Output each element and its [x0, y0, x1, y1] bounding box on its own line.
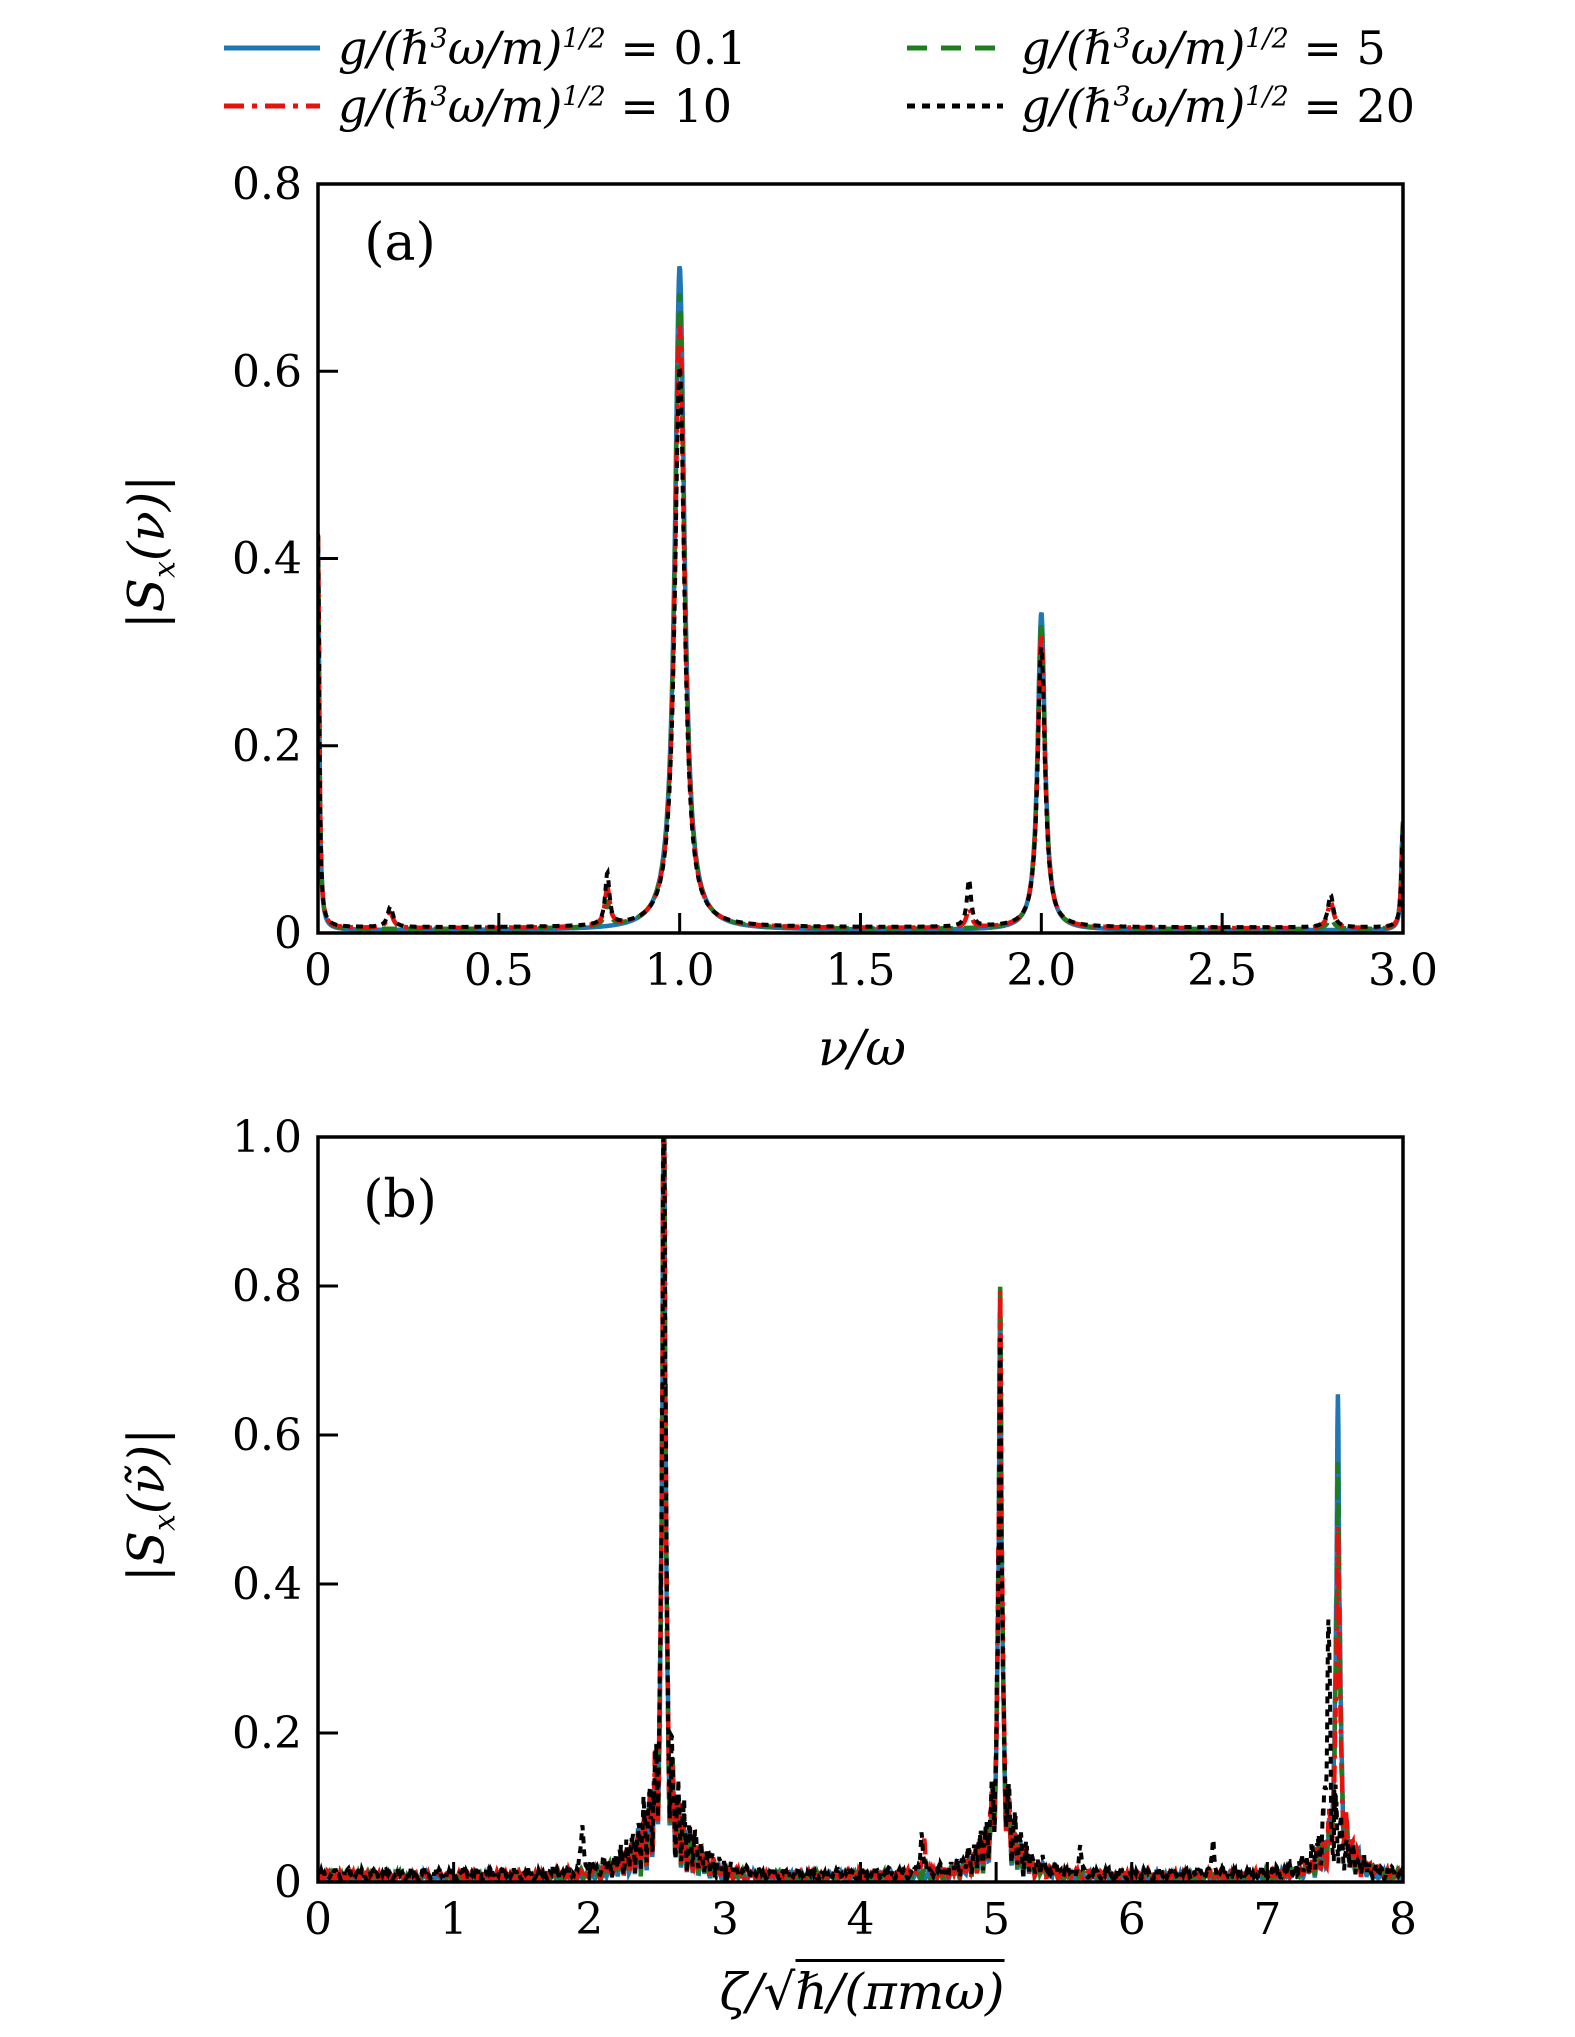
panel-b-letter: (b): [363, 1170, 437, 1230]
panel-b-series-g-5: [318, 1137, 1403, 1882]
panel-b-ytick-label: 0.4: [232, 1559, 302, 1610]
legend-label: g/(ℏ3ω/m)1/2 = 10: [338, 79, 733, 133]
panel-a-xlabel: ν/ω: [817, 1019, 907, 1077]
panel-a-xtick-label: 1.5: [826, 945, 896, 996]
panel-a-xtick-label: 3.0: [1368, 945, 1438, 996]
panel-b-xlabel: ζ/√ℏ/(πmω): [720, 1959, 1005, 2021]
panel-b-ytick-label: 1.0: [232, 1112, 302, 1163]
panel-a-frame: [316, 182, 1405, 935]
panel-b-ytick-label: 0.2: [232, 1708, 302, 1759]
panel-a-ytick-label: 0.2: [232, 721, 302, 772]
panel-a-xtick-label: 2.5: [1187, 945, 1257, 996]
panel-b-series-g-0.1: [318, 1137, 1403, 1882]
panel-a-ylabel: |Sx(ν)|: [117, 474, 183, 630]
panel-a-xtick-label: 0.5: [464, 945, 534, 996]
panel-b-xtick-label: 6: [1118, 1894, 1146, 1945]
panel-b: 0 1 2 3 4 5 6 7 8 0 0.2 0.4 0.6 0.8 1.0: [232, 1112, 1417, 1945]
panel-b-xtick-label: 0: [304, 1894, 332, 1945]
legend-label: g/(ℏ3ω/m)1/2 = 5: [1021, 21, 1386, 75]
panel-a-xtick-label: 0: [304, 945, 332, 996]
legend-item-g-10: g/(ℏ3ω/m)1/2 = 10: [222, 78, 732, 134]
panel-b-ylabel: |Sx(ν̃)|: [117, 1427, 183, 1583]
panel-a: 0 0.5 1.0 1.5 2.0 2.5 3.0 0 0.2 0.4 0.6 0.8: [232, 159, 1438, 996]
legend-item-g-5: g/(ℏ3ω/m)1/2 = 5: [905, 20, 1386, 76]
panel-b-series-g-20: [318, 1137, 1403, 1882]
legend-line-solid: [224, 45, 320, 51]
panel-b-xtick-label: 8: [1389, 1894, 1417, 1945]
panel-a-ytick-label: 0: [274, 908, 302, 959]
panel-a-ytick-label: 0.6: [232, 346, 302, 397]
panel-b-series-g-10: [318, 1137, 1403, 1882]
panel-b-xtick-label: 1: [440, 1894, 468, 1945]
panel-a-ytick-label: 0.8: [232, 159, 302, 210]
panel-a-xtick-label: 2.0: [1006, 945, 1076, 996]
panel-b-ytick-label: 0: [274, 1857, 302, 1908]
panel-b-xtick-label: 5: [982, 1894, 1010, 1945]
panel-b-xtick-label: 2: [575, 1894, 603, 1945]
legend-line-dashdot: [224, 103, 320, 109]
legend-line-dashed: [907, 45, 1003, 51]
panel-a-letter: (a): [364, 213, 436, 273]
panel-a-series-g-0.1: [318, 265, 1403, 933]
panel-a-series-g-20: [318, 365, 1403, 930]
legend-label: g/(ℏ3ω/m)1/2 = 20: [1021, 79, 1416, 133]
panel-a-ytick-label: 0.4: [232, 534, 302, 585]
panel-b-xtick-label: 3: [711, 1894, 739, 1945]
panel-b-xtick-label: 4: [847, 1894, 875, 1945]
panel-a-series-g-10: [318, 324, 1403, 931]
legend-item-g-20: g/(ℏ3ω/m)1/2 = 20: [905, 78, 1415, 134]
panel-b-ytick-label: 0.6: [232, 1410, 302, 1461]
panel-a-xtick-label: 1.0: [645, 945, 715, 996]
legend-label: g/(ℏ3ω/m)1/2 = 0.1: [338, 21, 747, 75]
panel-b-frame: [316, 1135, 1405, 1884]
legend-line-finedash: [907, 103, 1003, 109]
legend-item-g-0.1: g/(ℏ3ω/m)1/2 = 0.1: [222, 20, 747, 76]
panel-a-series-g-5: [318, 292, 1403, 932]
panel-b-ytick-label: 0.8: [232, 1261, 302, 1312]
panel-b-xtick-label: 7: [1253, 1894, 1281, 1945]
